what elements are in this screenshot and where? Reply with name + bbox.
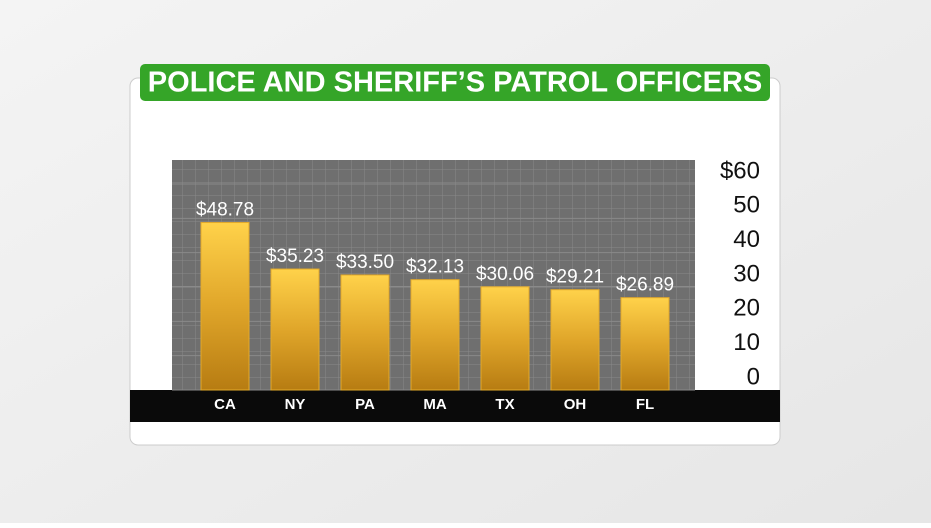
- x-tick-label: TX: [495, 396, 514, 413]
- bar: [620, 297, 670, 391]
- y-tick-label: 30: [733, 260, 760, 287]
- y-tick-label: 50: [733, 192, 760, 219]
- value-label: $33.50: [336, 252, 394, 273]
- x-tick-label: FL: [636, 396, 654, 413]
- value-label: $48.78: [196, 200, 254, 221]
- y-tick-label: 10: [733, 329, 760, 356]
- bar: [480, 286, 530, 391]
- bar: [340, 274, 390, 391]
- y-tick-label: 0: [747, 363, 760, 390]
- title-banner: [140, 64, 770, 101]
- value-label: $29.21: [546, 267, 604, 288]
- value-label: $32.13: [406, 257, 464, 278]
- x-tick-label: OH: [564, 396, 587, 413]
- value-label: $30.06: [476, 264, 534, 285]
- x-tick-label: NY: [285, 396, 306, 413]
- value-label: $26.89: [616, 275, 674, 296]
- bar: [410, 279, 460, 391]
- x-tick-label: CA: [214, 396, 236, 413]
- x-tick-label: MA: [423, 396, 446, 413]
- chart-title: POLICE AND SHERIFF’S PATROL OFFICERS: [148, 67, 762, 99]
- y-tick-label: 40: [733, 226, 760, 253]
- y-tick-label: $60: [720, 157, 760, 184]
- bar: [270, 268, 320, 391]
- y-tick-label: 20: [733, 295, 760, 322]
- value-label: $35.23: [266, 246, 324, 267]
- bar: [200, 222, 250, 391]
- bar: [550, 289, 600, 391]
- x-tick-label: PA: [355, 396, 375, 413]
- category-strip: [130, 390, 780, 422]
